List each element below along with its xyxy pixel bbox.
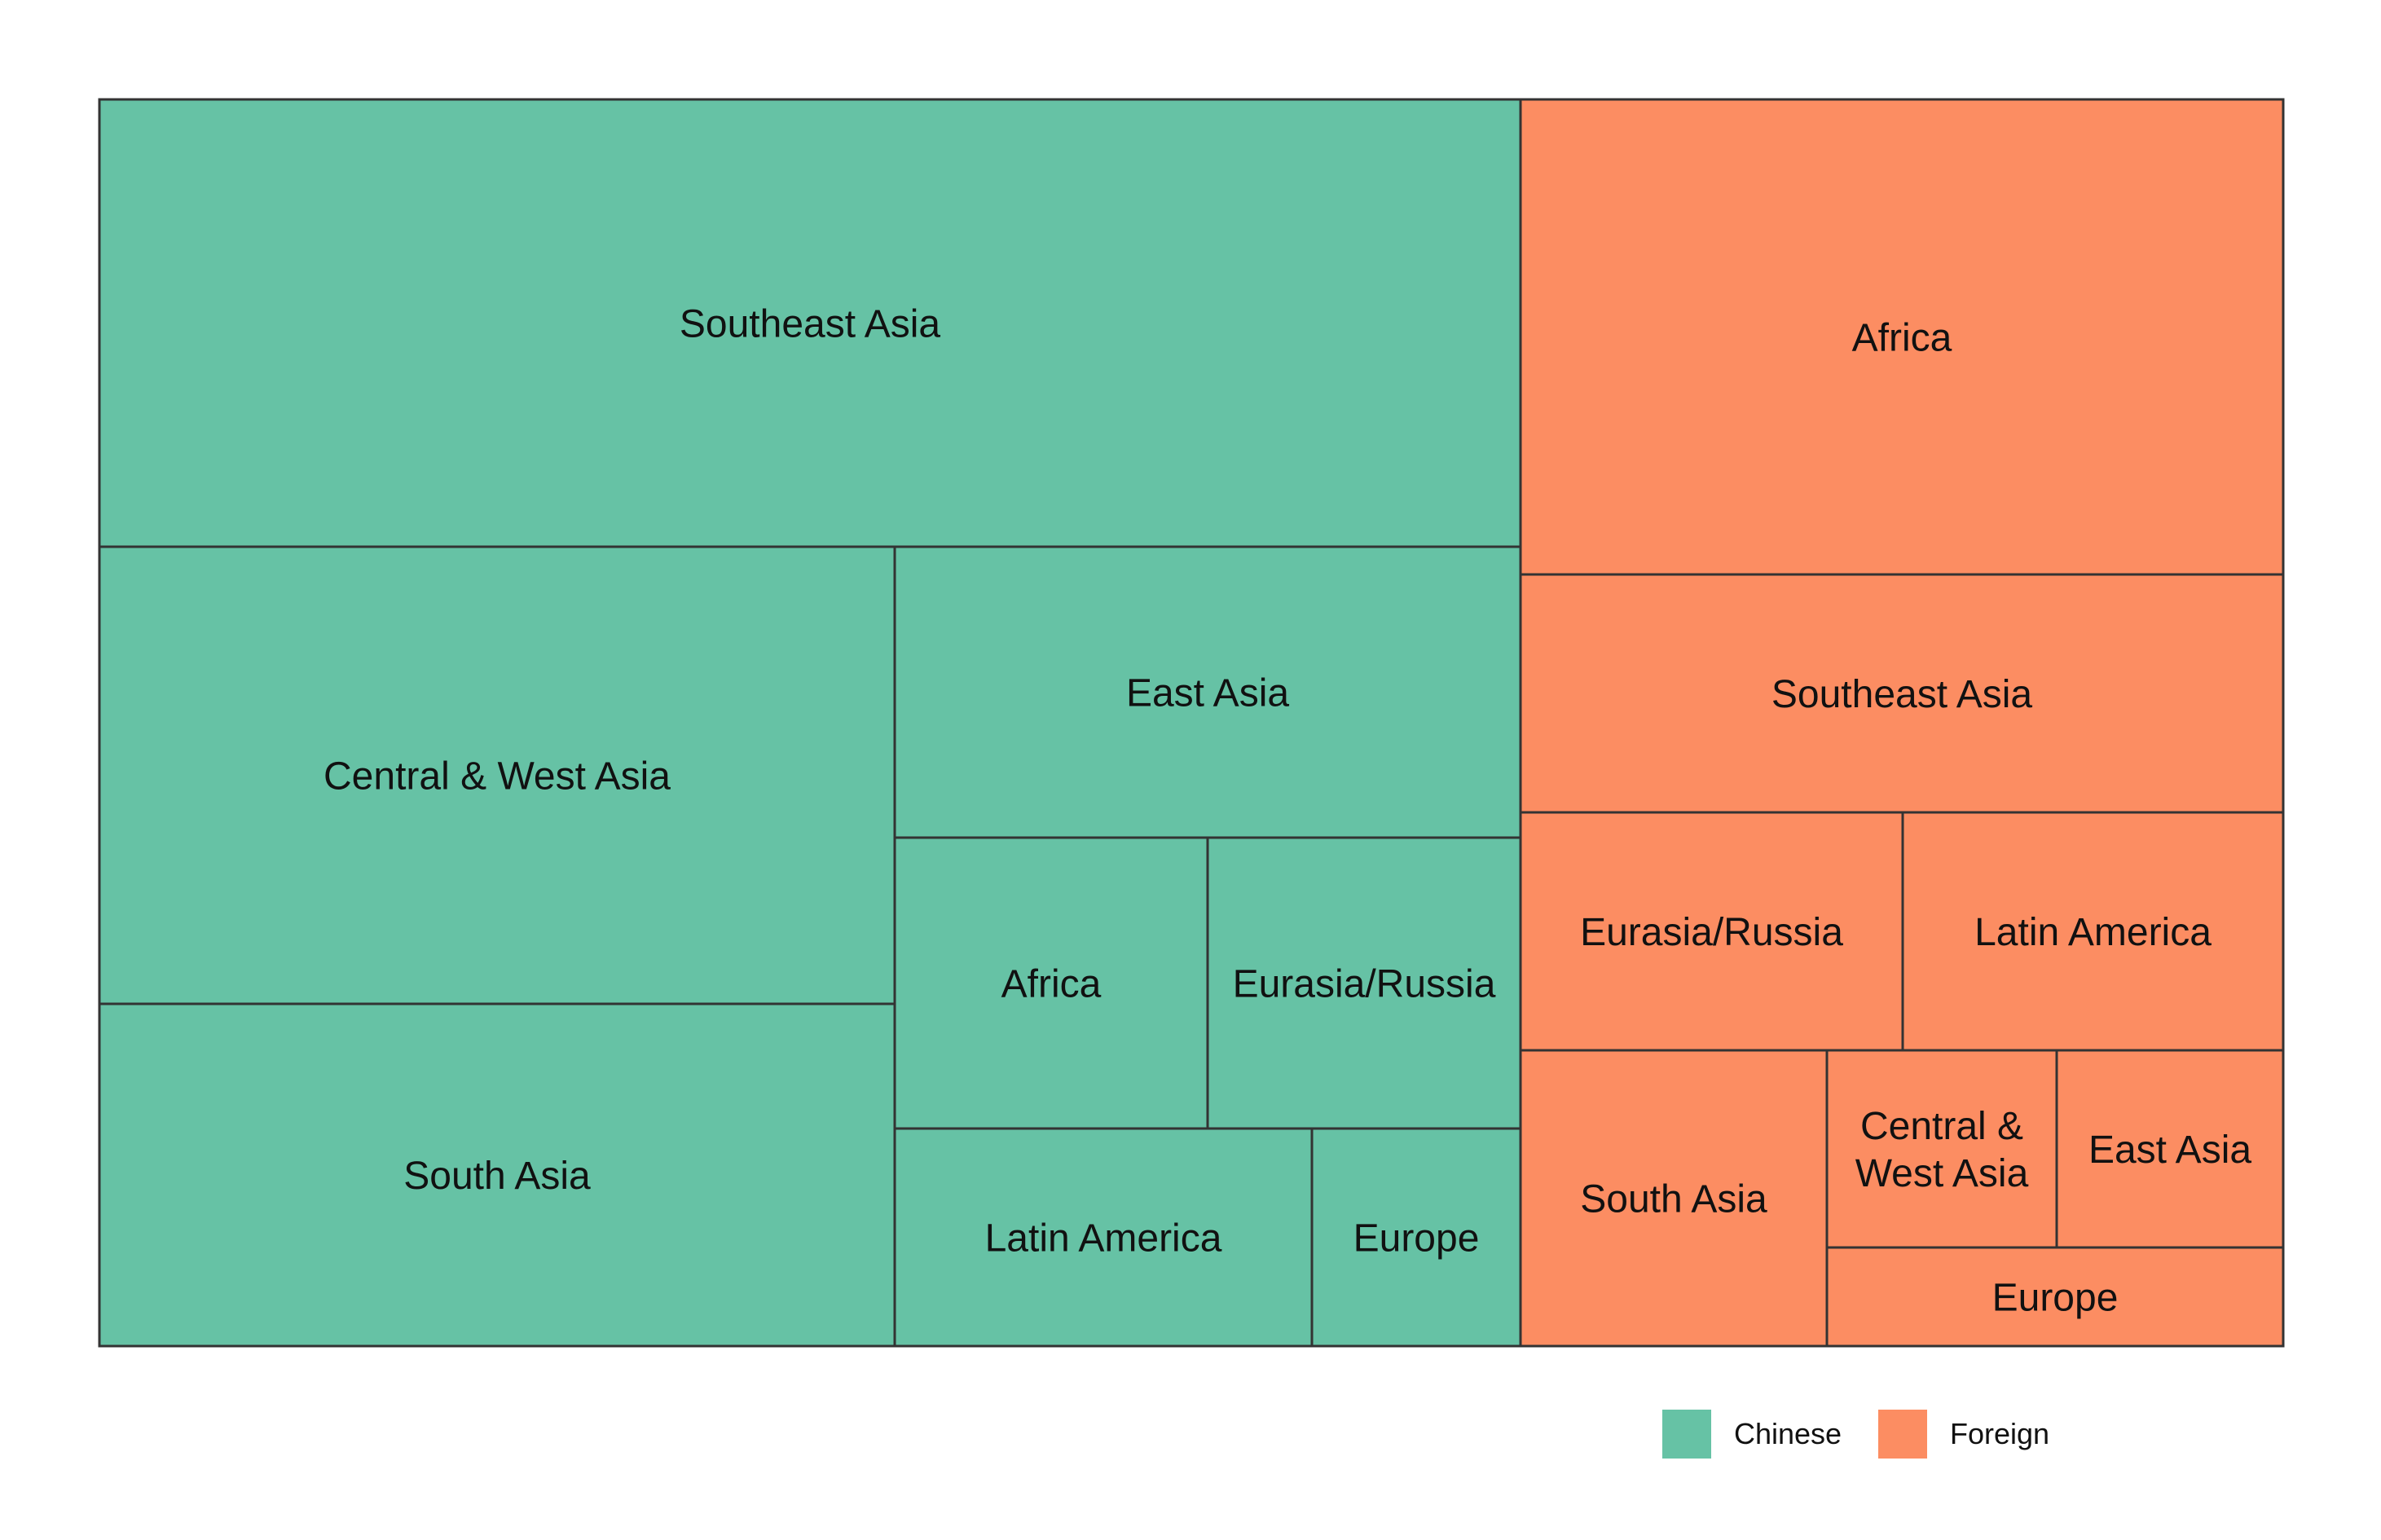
legend-label-chinese: Chinese: [1734, 1417, 1842, 1450]
tile-label-chinese-southeast-asia: Southeast Asia: [680, 303, 941, 346]
tile-label-foreign-europe: Europe: [1992, 1277, 2119, 1320]
tile-label-chinese-europe: Europe: [1353, 1217, 1480, 1261]
legend-label-foreign: Foreign: [1950, 1417, 2049, 1450]
tile-label-chinese-latin-america: Latin America: [985, 1217, 1222, 1261]
tile-label-foreign-latin-america: Latin America: [1974, 911, 2212, 954]
tile-chinese-south-asia: [98, 1002, 896, 1348]
tile-label-foreign-south-asia: South Asia: [1580, 1178, 1767, 1221]
legend: Chinese Foreign: [1662, 1410, 2049, 1459]
tile-foreign-southeast-asia: [1519, 573, 2285, 814]
tile-foreign-latin-america: [1901, 811, 2285, 1052]
tile-label-foreign-east-asia: East Asia: [2088, 1129, 2251, 1172]
tile-chinese-europe: [1310, 1127, 1522, 1348]
tile-label-chinese-eurasia-russia: Eurasia/Russia: [1233, 963, 1496, 1006]
legend-swatch-chinese: [1662, 1410, 1711, 1459]
tile-chinese-central-and-west-asia: [98, 545, 896, 1005]
tile-foreign-south-asia: [1519, 1049, 1829, 1348]
treemap-tiles: Southeast Asia Central & West Asia South A…: [98, 98, 2285, 1348]
tile-label-chinese-east-asia: East Asia: [1126, 672, 1289, 715]
tile-label-chinese-central-and-west-asia: Central & West Asia: [323, 755, 671, 799]
legend-swatch-foreign: [1878, 1410, 1927, 1459]
tile-foreign-europe: [1825, 1246, 2285, 1348]
tile-chinese-latin-america: [893, 1127, 1314, 1348]
tile-chinese-southeast-asia: [98, 98, 1522, 548]
tile-chinese-east-asia: [893, 545, 1522, 839]
tile-label-foreign-africa: Africa: [1852, 317, 1952, 360]
tile-foreign-east-asia: [2055, 1049, 2285, 1249]
tile-label-foreign-central-and-west-asia: Central & West Asia: [1855, 1105, 2029, 1195]
tile-label-foreign-eurasia-russia: Eurasia/Russia: [1580, 911, 1843, 954]
tile-chinese-africa: [893, 836, 1209, 1130]
tile-label-chinese-africa: Africa: [1001, 963, 1102, 1006]
tile-label-chinese-south-asia: South Asia: [403, 1155, 591, 1198]
tile-label-foreign-southeast-asia: Southeast Asia: [1771, 673, 2033, 716]
tile-chinese-eurasia-russia: [1206, 836, 1522, 1130]
tile-foreign-central-and-west-asia: [1825, 1049, 2058, 1249]
